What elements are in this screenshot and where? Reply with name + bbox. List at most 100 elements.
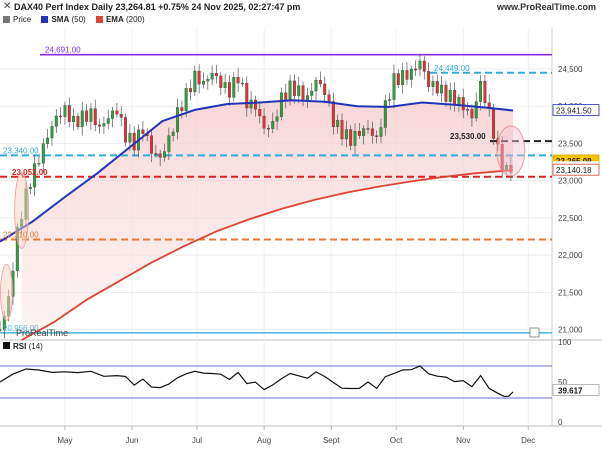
- candle-body: [63, 105, 67, 117]
- candle-body: [0, 329, 2, 331]
- x-tick-label: Sept: [323, 436, 340, 445]
- candle-body: [46, 137, 50, 144]
- candle-body: [448, 90, 452, 102]
- level-label: 23,340.00: [3, 146, 39, 155]
- candle-body: [128, 132, 132, 143]
- legend-ema-period: (200): [125, 15, 145, 24]
- candle-body: [275, 116, 279, 122]
- price-tag-box: [552, 104, 600, 116]
- legend-price-label: Price: [13, 15, 32, 24]
- candle-body: [258, 109, 262, 117]
- candle-body: [297, 85, 301, 96]
- candle-body: [228, 82, 231, 98]
- candle-body: [223, 82, 227, 88]
- candle-body: [457, 97, 461, 105]
- candle-body: [479, 81, 483, 102]
- legend-ema[interactable]: EMA (200): [95, 15, 145, 24]
- candle-body: [440, 84, 444, 94]
- candle-body: [349, 129, 353, 146]
- candle-body: [427, 71, 431, 87]
- candle-body: [357, 131, 361, 136]
- close-icon[interactable]: ✕: [3, 1, 12, 12]
- candle-body: [509, 164, 513, 173]
- candle-body: [405, 70, 409, 80]
- level-label: 23,530.00: [450, 132, 486, 141]
- y-tick-label: 23,000: [558, 177, 583, 186]
- candle-body: [466, 109, 470, 111]
- candle-body: [310, 90, 314, 96]
- candle-body: [279, 92, 283, 117]
- site-url[interactable]: www.ProRealTime.com: [496, 2, 596, 12]
- candle-body: [28, 187, 32, 189]
- candle-body: [344, 129, 348, 140]
- candle-body: [163, 151, 166, 158]
- candle-body: [102, 123, 106, 127]
- legend-price-swatch: [3, 16, 10, 23]
- y-tick-label: 22,500: [558, 214, 583, 223]
- level-label: 20,956.00: [3, 324, 39, 333]
- legend-price[interactable]: Price: [3, 15, 31, 24]
- y-tick-label: 22,000: [558, 251, 583, 260]
- candle-body: [180, 107, 184, 112]
- y-tick-label: 21,500: [558, 288, 583, 297]
- cloud-area: [21, 100, 513, 340]
- candle-body: [154, 153, 158, 155]
- candle-body: [470, 109, 474, 119]
- x-tick-label: Jun: [126, 436, 139, 445]
- candle-body: [253, 99, 257, 110]
- candle-body: [318, 80, 322, 85]
- y-tick-label: 21,000: [558, 326, 583, 335]
- panel-info-icon[interactable]: [529, 327, 540, 338]
- chart-header: ✕ DAX40 Perf Index Daily 23,264.81 +0.75…: [0, 0, 602, 14]
- candle-body: [150, 135, 153, 154]
- candle-body: [266, 128, 270, 130]
- candlesticks: [0, 53, 513, 339]
- candle-body: [435, 81, 439, 94]
- price-tag-label: 23,140.18: [556, 166, 592, 175]
- candle-body: [202, 80, 205, 85]
- candle-body: [215, 73, 218, 77]
- indicator-lines: [0, 99, 526, 341]
- legend-sma[interactable]: SMA (50): [41, 15, 86, 24]
- candle-body: [336, 120, 340, 128]
- legend-ema-swatch: [95, 16, 103, 23]
- rsi-panel: 0 50 100 39.617: [0, 338, 600, 427]
- level-labels: 24,691.00 24,449.00 23,530.00 23,340.00 23,0…: [3, 46, 486, 333]
- candle-body: [76, 116, 80, 127]
- candle-body: [362, 128, 366, 136]
- candle-body: [461, 97, 465, 111]
- candle-body: [340, 120, 344, 140]
- candle-body: [396, 73, 400, 85]
- candle-body: [262, 115, 266, 129]
- candle-body: [331, 101, 335, 128]
- candle-body: [89, 108, 93, 122]
- rsi-swatch: [3, 342, 10, 349]
- candle-body: [245, 82, 249, 109]
- candle-body: [375, 135, 379, 137]
- candle-body: [176, 107, 179, 133]
- level-label: 24,691.00: [45, 46, 81, 55]
- candle-body: [54, 115, 58, 127]
- candle-body: [236, 77, 240, 84]
- candle-body: [323, 83, 327, 95]
- rsi-tick-label: 100: [558, 338, 572, 347]
- sma-50-line: [0, 99, 514, 243]
- rsi-label: RSI: [13, 342, 27, 351]
- x-tick-label: Dec: [521, 436, 535, 445]
- chart-legend: Price SMA (50) EMA (200): [0, 15, 153, 27]
- candle-body: [414, 68, 418, 71]
- candle-body: [219, 75, 223, 88]
- candle-body: [167, 135, 171, 152]
- candle-body: [119, 114, 123, 118]
- candle-body: [124, 117, 128, 143]
- candle-body: [132, 132, 136, 151]
- candle-body: [431, 81, 435, 87]
- candle-body: [93, 108, 97, 126]
- candle-body: [327, 94, 331, 102]
- candle-body: [401, 70, 405, 85]
- candle-body: [418, 60, 422, 70]
- brand-label: ProRealTime: [16, 328, 68, 338]
- candle-body: [141, 129, 145, 134]
- x-tick-label: Oct: [390, 436, 403, 445]
